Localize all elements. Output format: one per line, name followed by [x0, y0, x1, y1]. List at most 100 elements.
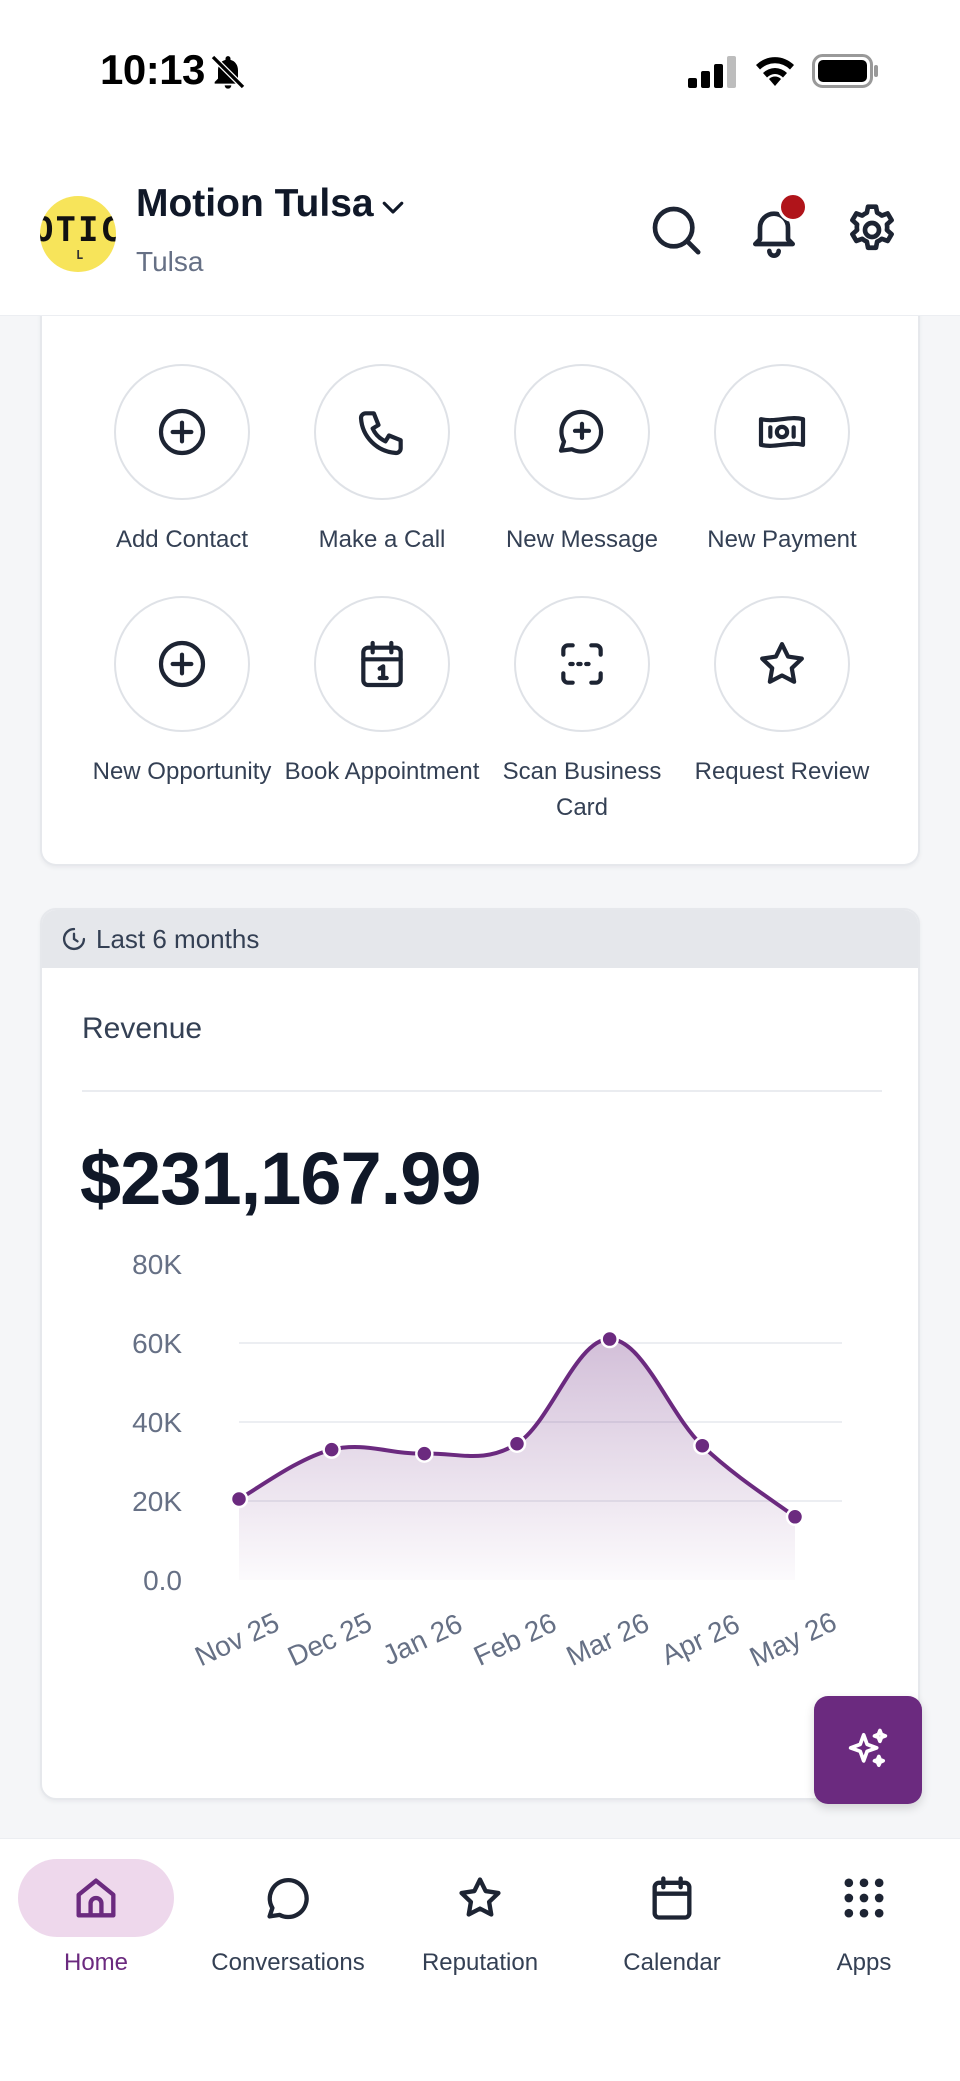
x-tick-label: Mar 26 [562, 1607, 654, 1672]
action-label: Make a Call [318, 526, 446, 553]
request-review-action[interactable]: Request Review [682, 596, 882, 790]
tab-calendar-pill[interactable] [594, 1859, 750, 1937]
action-label: Request Review [694, 758, 870, 785]
book-appointment-button[interactable] [314, 596, 450, 732]
signal-icon [688, 56, 736, 88]
y-tick-label: 40K [132, 1407, 182, 1438]
make-a-call-button[interactable] [314, 364, 450, 500]
action-label: New Payment [707, 526, 857, 553]
revenue-card: Last 6 months Revenue $231,167.99 0.0 20K… [40, 908, 920, 1800]
avatar-logo-text: OTIC [40, 210, 116, 250]
message-plus-icon [558, 409, 604, 454]
plus-circle-icon [158, 408, 206, 456]
chevron-down-icon[interactable] [378, 192, 408, 222]
add-contact-action[interactable]: Add Contact [82, 364, 282, 558]
plus-circle-icon [158, 640, 206, 688]
new-message-action[interactable]: New Message [482, 364, 682, 558]
star-icon [760, 642, 804, 684]
phone-icon [358, 411, 403, 456]
search-icon[interactable] [648, 202, 704, 258]
x-tick-label: Apr 26 [656, 1608, 744, 1671]
calendar-icon [361, 640, 403, 688]
period-filter[interactable]: Last 6 months [42, 910, 918, 968]
grid-icon [844, 1878, 884, 1918]
make-a-call-action[interactable]: Make a Call [282, 364, 482, 558]
revenue-amount: $231,167.99 [80, 1137, 482, 1220]
new-message-button[interactable] [514, 364, 650, 500]
ai-assistant-button[interactable] [814, 1696, 922, 1804]
action-label: New Opportunity [92, 758, 272, 785]
revenue-point[interactable] [600, 1329, 619, 1349]
tab-label: Apps [836, 1949, 892, 1976]
scan-icon [561, 643, 603, 685]
notification-badge [778, 192, 808, 222]
tab-home-pill[interactable] [18, 1859, 174, 1937]
sparkles-icon [848, 1728, 888, 1768]
divider [82, 1090, 882, 1092]
clock-history-icon [62, 927, 86, 951]
tab-conversations-pill[interactable] [210, 1859, 366, 1937]
tab-conversations[interactable]: Conversations [192, 1859, 384, 1977]
revenue-point[interactable] [785, 1507, 805, 1527]
tab-label: Calendar [623, 1949, 721, 1976]
scan-business-card-action[interactable]: Scan Business Card [482, 596, 682, 826]
avatar-logo-subtext: L [76, 248, 86, 262]
calendar-icon [652, 1876, 692, 1920]
tab-label: Reputation [421, 1949, 539, 1976]
period-label: Last 6 months [96, 923, 260, 954]
book-appointment-action[interactable]: Book Appointment [282, 596, 482, 790]
tab-home[interactable]: Home [0, 1859, 192, 1977]
revenue-point[interactable] [693, 1436, 712, 1455]
tab-apps-pill[interactable] [786, 1859, 942, 1937]
x-tick-label: May 26 [745, 1606, 841, 1673]
account-avatar[interactable]: OTIC L [40, 196, 116, 272]
revenue-point[interactable] [229, 1489, 249, 1509]
x-tick-label: Nov 25 [190, 1607, 284, 1673]
status-bar: 10:13 [0, 0, 960, 140]
new-opportunity-action[interactable]: New Opportunity [82, 596, 282, 790]
tab-calendar[interactable]: Calendar [576, 1859, 768, 1977]
tab-label: Conversations [211, 1949, 365, 1976]
revenue-point[interactable] [415, 1444, 434, 1463]
home-icon [76, 1878, 116, 1918]
app-header: OTIC L Motion Tulsa Tulsa [0, 140, 960, 316]
y-tick-label: 0.0 [143, 1565, 182, 1596]
bell-off-icon [210, 54, 246, 90]
action-label: Book Appointment [284, 758, 480, 785]
location-subtitle: Tulsa [136, 246, 204, 277]
new-payment-button[interactable] [714, 364, 850, 500]
y-tick-label: 20K [132, 1486, 182, 1517]
new-payment-action[interactable]: New Payment [682, 364, 882, 558]
x-tick-label: Jan 26 [378, 1608, 467, 1672]
tab-reputation[interactable]: Reputation [384, 1859, 576, 1977]
location-name[interactable]: Motion Tulsa [136, 182, 374, 225]
star-icon [459, 1877, 501, 1917]
bottom-tab-bar: Home Conversations Reputation Calendar [0, 1838, 960, 2081]
revenue-area [239, 1339, 795, 1580]
notification-bell-icon[interactable] [746, 202, 802, 258]
x-tick-label: Dec 25 [283, 1607, 377, 1673]
y-tick-label: 80K [132, 1249, 182, 1280]
chat-icon [267, 1877, 309, 1920]
revenue-title: Revenue [82, 1012, 203, 1045]
action-label: New Message [505, 526, 659, 553]
status-time: 10:13 [100, 46, 205, 93]
tab-apps[interactable]: Apps [768, 1859, 960, 1977]
tab-reputation-pill[interactable] [402, 1859, 558, 1937]
revenue-point[interactable] [507, 1434, 527, 1453]
wifi-icon [756, 57, 794, 86]
new-opportunity-button[interactable] [114, 596, 250, 732]
request-review-button[interactable] [714, 596, 850, 732]
add-contact-button[interactable] [114, 364, 250, 500]
tab-label: Home [63, 1949, 129, 1976]
revenue-point[interactable] [322, 1440, 341, 1459]
y-tick-label: 60K [132, 1328, 182, 1359]
action-label: Add Contact [115, 526, 249, 553]
scan-business-card-button[interactable] [514, 596, 650, 732]
quick-actions-card: Add Contact Make a Call New Message New … [40, 300, 920, 866]
action-label: Scan Business Card [502, 758, 662, 821]
gear-icon[interactable] [844, 202, 900, 258]
x-tick-label: Feb 26 [469, 1607, 561, 1672]
cash-icon [758, 416, 806, 448]
